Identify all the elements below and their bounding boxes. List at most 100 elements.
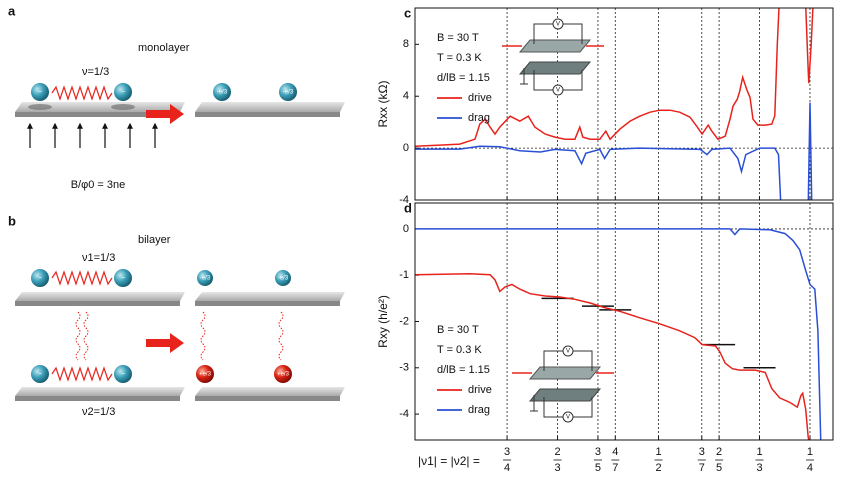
ball-label: − [121,89,125,96]
plot-frame [414,202,834,441]
arrow [146,104,184,124]
annotation: B = 30 T [437,324,479,336]
electron [31,83,49,101]
chart: -4 0 4 8 drive drag B = 30 T T = 0.3 K d/lB = 1.… [376,5,834,206]
electron [114,365,132,383]
annotation: T = 0.3 K [437,52,482,64]
meter-label: V [556,22,560,28]
ball-label: -e/3 [283,90,294,96]
panel-b: b bilayer ν1=1/3 ν2=1/3 − − − − -e/3 -e/… [8,213,345,418]
slab [195,292,345,301]
ball-label: − [38,371,42,378]
legend-label: drive [468,92,492,104]
coupling [75,311,81,361]
slab [195,102,345,112]
spring [51,85,113,101]
slab-edge [195,112,340,117]
inset-layer [518,61,592,75]
panel-label: c [404,5,411,20]
slab [195,387,345,396]
y-tick-label: -4 [399,194,409,206]
coupling [83,311,89,361]
electron [31,269,49,287]
ball-label: − [38,89,42,96]
legend-label: drag [468,404,490,416]
y-tick-label: -4 [399,408,409,420]
quasiparticle [275,270,291,286]
y-axis-label: Rxy (h/e²) [376,295,390,348]
y-tick-label: -3 [399,362,409,374]
panel-label: b [8,213,16,228]
slab-edge [195,301,340,306]
ball-label: − [121,371,125,378]
series-line [415,228,822,440]
panel-label: d [404,200,412,215]
slab-edge [15,396,180,401]
electron [114,269,132,287]
ball-label: -e/3 [278,276,289,282]
quasihole [196,365,214,383]
inset-layer [518,39,592,53]
ball-label: +e/3 [199,372,212,378]
field-label: B/φ0 = 3ne [71,179,126,191]
y-tick-label: -1 [399,269,409,281]
chart: 3 4 2 3 3 5 4 7 1 2 3 7 2 5 1 3 1 4 -4 -3 -2 -1 0 drive drag B = … [376,200,834,474]
slab [15,292,185,301]
plot-frame [414,7,834,201]
coupling [278,311,284,361]
field-arrows [27,122,158,148]
meter [562,345,574,357]
panel-title: bilayer [138,234,171,246]
annotation: T = 0.3 K [437,344,482,356]
coupling [200,311,206,361]
inset-layer [528,366,602,380]
annotation: B = 30 T [437,32,479,44]
panel-label: a [8,3,16,18]
annotation: d/lB = 1.15 [437,364,490,376]
electron [31,365,49,383]
spring [51,366,113,382]
meter [552,84,564,96]
filling-label: ν1=1/3 [82,252,115,264]
quasihole [274,365,292,383]
slab-edge [195,396,340,401]
legend-label: drag [468,112,490,124]
slab [15,102,185,112]
filling-label: ν=1/3 [82,66,109,78]
slab-edge [15,301,180,306]
y-axis-label: Rxx (kΩ) [376,81,390,128]
ball-label: − [38,275,42,282]
slab-edge [15,112,180,117]
quasiparticle [213,83,231,101]
meter [562,411,574,423]
panel-a: a monolayer ν=1/3 − − B/φ0 = 3ne -e/3 -e… [8,3,345,191]
quasiparticle [197,270,213,286]
y-tick-label: 4 [403,90,409,102]
meter-label: V [566,349,570,355]
ball-label: -e/3 [200,276,211,282]
quasiparticle [279,83,297,101]
electron [114,83,132,101]
panel-title: monolayer [138,42,190,54]
shadow [28,104,52,110]
slab [15,387,185,396]
inset-layer [528,388,602,402]
series-line [415,102,813,200]
y-tick-label: 8 [403,38,409,50]
y-tick-label: 0 [403,142,409,154]
spring [51,270,113,286]
y-tick-label: -2 [399,315,409,327]
arrow [146,333,184,353]
ball-label: − [121,275,125,282]
ball-label: +e/3 [277,372,290,378]
y-tick-label: 0 [403,223,409,235]
